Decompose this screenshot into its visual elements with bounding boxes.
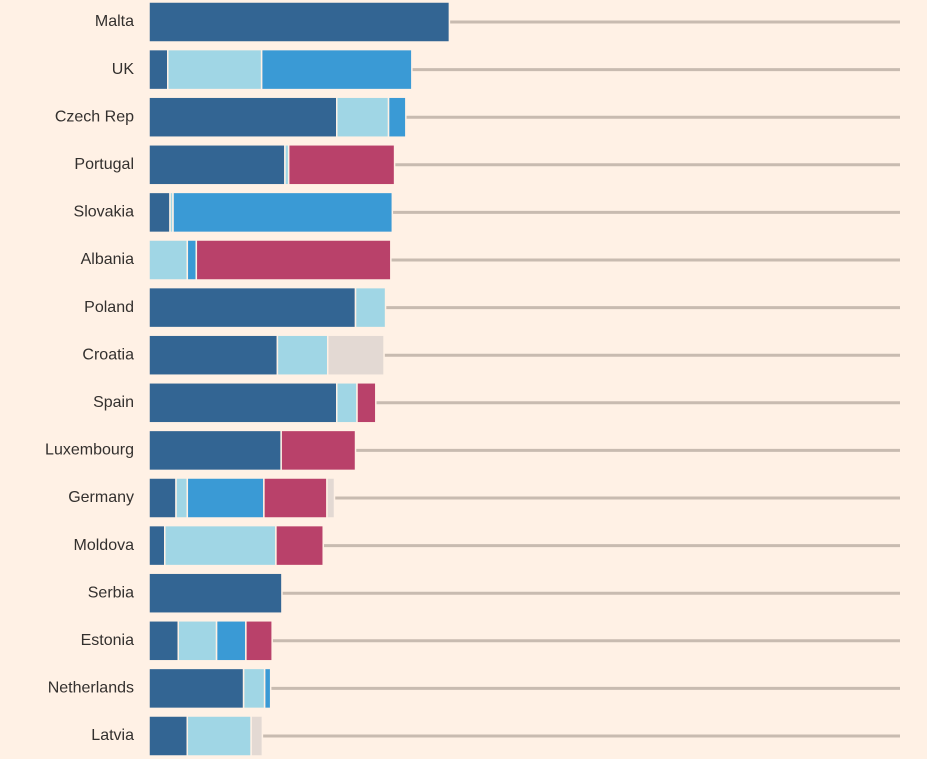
category-label-germany: Germany (68, 489, 134, 506)
bar-segment-slovakia-1 (148, 191, 171, 234)
bars (148, 1, 451, 757)
bar-segment-spain-2 (336, 382, 358, 424)
bar-segment-portugal-4 (287, 144, 396, 186)
bar-segment-croatia-5 (326, 334, 385, 376)
bar-segment-uk-1 (148, 48, 169, 91)
bar-segment-estonia-1 (148, 620, 180, 662)
bar-segment-germany-1 (148, 477, 177, 519)
bar-segment-estonia-2 (177, 620, 218, 662)
category-label-serbia: Serbia (88, 584, 134, 601)
bar-segment-moldova-2 (164, 524, 277, 567)
bar-segment-luxembourg-1 (148, 429, 282, 472)
bar-segment-latvia-5 (250, 715, 264, 757)
bar-segment-moldova-1 (148, 524, 166, 567)
category-label-malta: Malta (95, 13, 134, 30)
bar-segment-portugal-1 (148, 144, 286, 186)
bar-segment-serbia-1 (148, 572, 283, 614)
category-label-portugal: Portugal (74, 156, 134, 173)
category-label-uk: UK (112, 61, 135, 78)
bar-segment-netherlands-1 (148, 667, 245, 710)
bar-segment-poland-2 (354, 286, 387, 329)
bar-segment-germany-2 (175, 477, 189, 519)
bar-segment-poland-1 (148, 286, 357, 329)
category-label-slovakia: Slovakia (74, 204, 135, 221)
bar-segment-germany-3 (186, 477, 265, 519)
bar-segment-czech-rep-1 (148, 96, 338, 138)
bar-segment-malta-1 (148, 1, 451, 43)
category-label-moldova: Moldova (74, 537, 135, 554)
bar-segment-moldova-4 (275, 524, 324, 567)
bar-segment-estonia-3 (215, 620, 247, 662)
bar-segment-germany-4 (263, 477, 328, 519)
bar-segment-czech-rep-3 (387, 96, 407, 138)
category-label-spain: Spain (93, 394, 134, 411)
bar-segment-latvia-1 (148, 715, 189, 757)
bar-segment-czech-rep-2 (336, 96, 390, 138)
category-labels: Malta UK Czech Rep Portugal Slovakia Albania P… (45, 13, 134, 744)
bar-segment-estonia-4 (245, 620, 273, 662)
category-label-luxembourg: Luxembourg (45, 442, 134, 459)
bar-segment-netherlands-3 (263, 667, 272, 710)
bar-segment-croatia-1 (148, 334, 279, 376)
category-label-netherlands: Netherlands (48, 680, 134, 697)
bar-segment-albania-2 (148, 239, 189, 281)
bar-segment-albania-3 (186, 239, 198, 281)
bar-segment-croatia-2 (276, 334, 329, 376)
bar-segment-uk-2 (167, 48, 263, 91)
bar-segment-spain-4 (356, 382, 377, 424)
bar-segment-latvia-2 (186, 715, 252, 757)
category-label-czech-rep: Czech Rep (55, 108, 134, 125)
bar-segment-germany-5 (326, 477, 336, 519)
category-label-estonia: Estonia (81, 632, 134, 649)
category-label-croatia: Croatia (82, 346, 134, 363)
category-label-latvia: Latvia (91, 727, 134, 744)
bar-segment-slovakia-3 (172, 191, 394, 234)
category-label-albania: Albania (81, 251, 134, 268)
bar-segment-luxembourg-4 (280, 429, 357, 472)
bar-segment-netherlands-2 (242, 667, 266, 710)
category-label-poland: Poland (84, 299, 134, 316)
bar-segment-uk-3 (260, 48, 413, 91)
bar-segment-spain-1 (148, 382, 338, 424)
bar-segment-albania-4 (195, 239, 392, 281)
